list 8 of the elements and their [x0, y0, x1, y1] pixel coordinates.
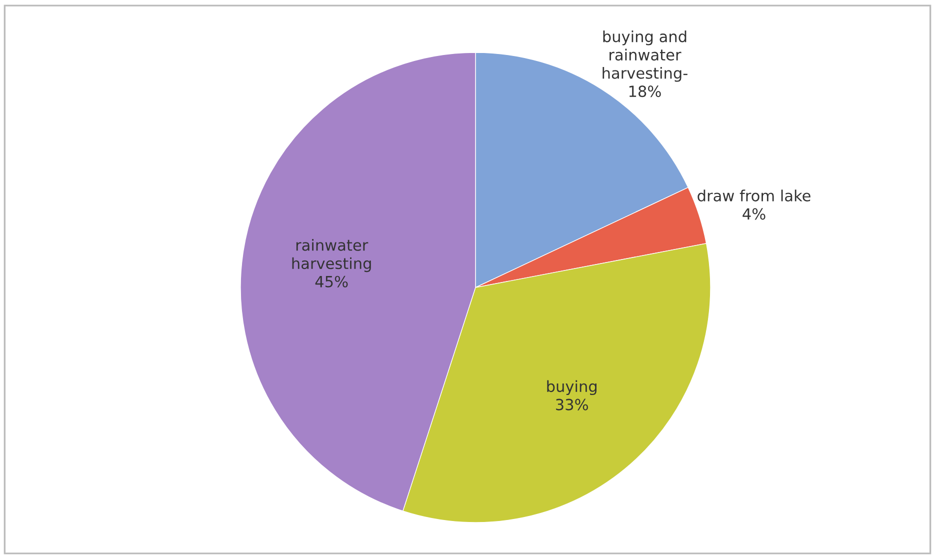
slice-label: rainwater harvesting — [292, 239, 371, 272]
data-label: 45% — [315, 276, 348, 288]
slice-label: draw from lake — [698, 190, 810, 202]
data-label: 18% — [629, 86, 661, 98]
slice-label: buying and rainwater harvesting- — [602, 30, 688, 82]
slice-label: buying — [547, 380, 596, 396]
data-label: 4% — [742, 208, 766, 220]
data-label: 33% — [556, 398, 588, 410]
